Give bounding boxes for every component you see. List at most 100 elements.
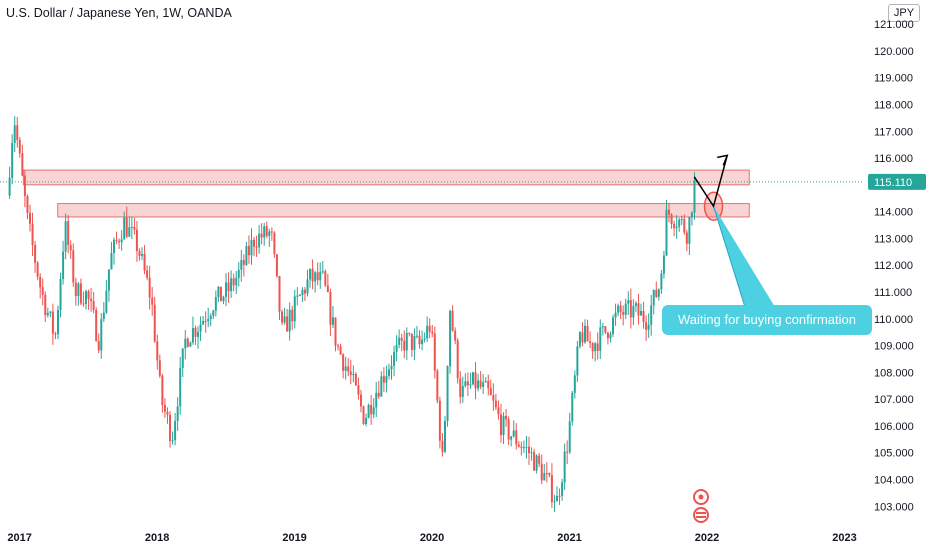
annotation-callout[interactable]: Waiting for buying confirmation	[662, 305, 872, 335]
candle-body	[690, 212, 693, 217]
y-tick-label: 104.000	[874, 474, 914, 486]
us-flag-icon[interactable]	[693, 507, 709, 523]
resistance-zones	[22, 169, 750, 218]
candle-body	[413, 336, 416, 350]
candle-body	[591, 342, 594, 352]
candle-body	[41, 287, 44, 295]
candle-body	[128, 227, 131, 237]
candle-body	[393, 351, 396, 366]
candle-body	[673, 223, 676, 229]
candle-body	[637, 303, 640, 316]
candle-body	[609, 334, 612, 339]
candle-body	[123, 217, 126, 240]
y-tick-label: 113.000	[874, 233, 913, 245]
candle-body	[197, 331, 200, 337]
candle-body	[87, 291, 90, 299]
candle-body	[408, 332, 411, 334]
candle-body	[502, 415, 505, 436]
candle-body	[578, 332, 581, 347]
candle-body	[533, 452, 536, 471]
candle-body	[436, 370, 439, 401]
event-icons[interactable]	[693, 489, 709, 523]
candle-body	[675, 226, 678, 229]
candle-body	[555, 495, 558, 502]
candle-body	[426, 325, 429, 339]
candle-body	[293, 296, 296, 322]
candle-body	[624, 303, 627, 315]
candle-body	[306, 279, 309, 294]
candle-body	[433, 333, 436, 371]
candle-body	[418, 335, 421, 345]
candle-body	[56, 309, 59, 335]
candle-body	[141, 253, 144, 256]
callout-pointer	[713, 206, 775, 308]
candle-body	[456, 340, 459, 379]
candle-body	[133, 226, 136, 230]
candle-body	[209, 315, 212, 319]
candle-body	[657, 289, 660, 297]
candle-body	[166, 411, 169, 415]
candle-body	[632, 306, 635, 318]
candle-body	[492, 395, 495, 401]
candle-body	[464, 381, 467, 387]
candle-body	[505, 415, 508, 420]
candle-body	[359, 394, 362, 407]
candle-body	[326, 285, 329, 292]
candle-body	[469, 384, 472, 386]
candle-body	[395, 344, 398, 352]
candle-body	[331, 317, 334, 325]
candle-body	[260, 233, 263, 238]
candle-body	[510, 436, 513, 440]
candle-body	[100, 319, 103, 351]
candle-body	[242, 260, 245, 265]
currency-badge[interactable]: JPY	[888, 4, 920, 22]
candle-body	[599, 327, 602, 351]
candle-body	[601, 326, 604, 328]
candle-body	[13, 125, 16, 143]
candle-body	[67, 221, 70, 246]
y-tick-label: 110.000	[874, 314, 913, 326]
candle-body	[18, 139, 21, 154]
candle-body	[349, 371, 352, 375]
candle-body	[527, 446, 530, 454]
candle-body	[237, 269, 240, 278]
candle-body	[44, 294, 47, 316]
candle-body	[477, 380, 480, 389]
candle-body	[438, 400, 441, 441]
candle-body	[54, 333, 57, 335]
price-axis[interactable]: 103.000 104.000 105.000 106.000 107.000 108.0…	[874, 19, 914, 513]
y-tick-label: 103.000	[874, 501, 914, 513]
candle-body	[474, 372, 477, 389]
candle-body	[204, 321, 207, 323]
arrowhead-icon	[717, 154, 729, 166]
candle-body	[685, 232, 688, 244]
candle-body	[158, 360, 161, 376]
candle-body	[604, 326, 607, 333]
candle-body	[634, 303, 637, 307]
last-price-tag-bg	[868, 173, 926, 190]
candle-body	[357, 385, 360, 395]
candle-body	[484, 380, 487, 383]
candle-body	[398, 337, 401, 345]
candle-body	[372, 407, 375, 415]
candle-body	[255, 246, 258, 248]
candle-body	[573, 375, 576, 393]
candle-body	[39, 276, 42, 288]
candle-body	[59, 279, 62, 310]
candle-body	[113, 239, 116, 254]
candle-body	[550, 475, 553, 503]
candle-body	[321, 271, 324, 273]
candle-body	[225, 282, 228, 297]
candle-body	[156, 341, 159, 361]
candle-body	[561, 482, 564, 496]
candle-body	[367, 404, 370, 418]
time-axis[interactable]: 2017 2018 2019 2020 2021 2022 2023	[7, 532, 856, 544]
candle-body	[311, 268, 314, 282]
candle-body	[612, 317, 615, 335]
candle-body	[347, 366, 350, 372]
candle-body	[558, 495, 561, 497]
candle-body	[207, 318, 210, 322]
candle-body	[102, 312, 105, 320]
candle-body	[617, 305, 620, 313]
